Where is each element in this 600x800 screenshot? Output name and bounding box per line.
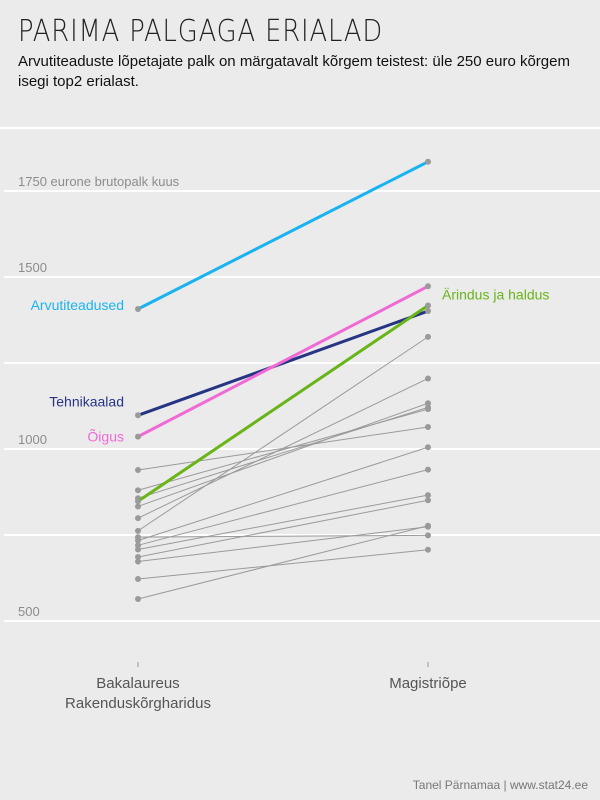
y-tick-label-1500: 1500 [18, 260, 47, 275]
point-arvutiteadused-end [425, 158, 431, 165]
point-other-5-start [135, 527, 141, 534]
series-line-tehnikaalad [137, 309, 429, 417]
series-line--igus [137, 284, 429, 438]
point--igus-start [135, 433, 141, 440]
x-category-label: Rakenduskõrgharidus [65, 695, 211, 712]
point-other-0-end [425, 423, 431, 430]
point-other-0-start [135, 466, 141, 473]
point-other-1-start [135, 487, 141, 494]
x-category-label: Bakalaureus [96, 675, 179, 692]
point-other-6-end [425, 444, 431, 451]
point-other-5-end [425, 333, 431, 340]
point--rindus-ja-haldus-end [425, 302, 431, 309]
point-other-8-end [425, 492, 431, 499]
point-other-2-end [425, 404, 431, 411]
chart-title: PARIMA PALGAGA ERIALAD [18, 14, 384, 49]
series-label-arvutiteadused: Arvutiteadused [31, 297, 124, 313]
y-tick-label-500: 500 [18, 604, 40, 619]
point-other-8-start [135, 546, 141, 553]
y-tick-label-1750: 1750 eurone brutopalk kuus [18, 174, 180, 189]
credit-text: Tanel Pärnamaa | www.stat24.ee [412, 778, 588, 792]
point-other-4-end [425, 375, 431, 382]
point-other-4-start [135, 515, 141, 522]
point-arvutiteadused-start [135, 305, 141, 312]
point-other-7-end [425, 466, 431, 473]
series-line-other-6 [137, 446, 429, 541]
series-line-other-11 [137, 549, 429, 580]
point-other-3-end [425, 400, 431, 407]
point--igus-end [425, 283, 431, 290]
series-line-other-13 [137, 534, 429, 538]
point-tehnikaalad-start [135, 412, 141, 419]
point-other-9-start [135, 554, 141, 561]
point-other-10-start [135, 558, 141, 565]
point-other-3-start [135, 503, 141, 510]
series-line-other-8 [137, 494, 429, 550]
point-other-13-start [135, 534, 141, 541]
series-label--igus: Õigus [87, 429, 124, 445]
series-line-arvutiteadused [137, 160, 429, 311]
series-line-other-9 [137, 499, 429, 558]
x-category-label: Magistriõpe [389, 675, 467, 692]
series-line--rindus-ja-haldus [137, 304, 429, 503]
point-other-9-end [425, 497, 431, 504]
series-label--rindus-ja-haldus: Ärindus ja haldus [442, 287, 549, 303]
point-other-7-start [135, 542, 141, 549]
point--rindus-ja-haldus-start [135, 498, 141, 505]
series-line-other-12 [137, 525, 429, 600]
point-other-11-end [425, 546, 431, 553]
point-other-12-end [425, 522, 431, 529]
point-other-12-start [135, 595, 141, 602]
y-tick-label-1000: 1000 [18, 432, 47, 447]
series-line-other-2 [137, 406, 429, 499]
series-line-other-4 [137, 378, 429, 519]
series-line-other-5 [137, 336, 429, 532]
chart-subtitle: Arvutiteaduste lõpetajate palk on märgat… [18, 53, 570, 90]
series-line-other-3 [137, 402, 429, 507]
series-line-other-7 [137, 469, 429, 546]
point-other-13-end [425, 532, 431, 539]
series-line-other-10 [137, 526, 429, 562]
series-label-tehnikaalad: Tehnikaalad [49, 393, 124, 409]
point-tehnikaalad-end [425, 308, 431, 315]
point-other-11-start [135, 576, 141, 583]
